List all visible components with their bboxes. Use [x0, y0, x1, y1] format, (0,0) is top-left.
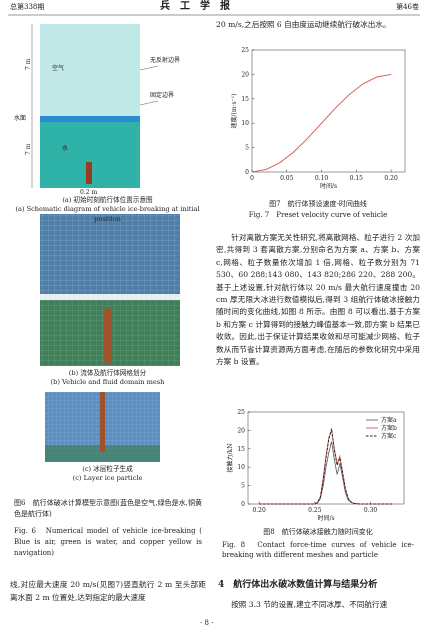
x-tick-label: 0.30 — [364, 507, 378, 514]
series-line — [259, 441, 393, 505]
y-tick-label: 25 — [241, 47, 249, 54]
water-mesh — [45, 445, 160, 462]
ice-gap — [40, 294, 180, 300]
vehicle — [86, 162, 92, 184]
body-text: 针对离散方案无关性研究,将离散网格、粒子进行 2 次加密,共得到 3 套离散方案… — [216, 233, 420, 367]
caption: (b) 流体及航行体网格划分 — [68, 369, 147, 377]
caption: (b) Vehicle and fluid domain mesh — [50, 378, 165, 386]
body-text: 线,对应最大速度 20 m/s(见图7)竖直航行 2 m 至头部距离水面 2 m… — [10, 580, 206, 602]
figure-caption: 图6 航行体破冰计算模型示意图(蓝色是空气,绿色是水,铜黄色是航行体) — [14, 499, 202, 518]
y-axis-label: 速度/(m·s⁻¹) — [230, 94, 238, 129]
series-line — [251, 73, 392, 173]
air-mesh — [40, 214, 180, 294]
vehicle-mesh — [104, 308, 112, 364]
x-tick-label: 0 — [250, 175, 254, 182]
label: 空气 — [52, 64, 64, 72]
x-tick-label: 0.25 — [308, 507, 322, 514]
x-axis-label: 时间/s — [320, 182, 337, 190]
figure-caption: Fig. 6 Numerical model of vehicle ice-br… — [14, 527, 202, 557]
page-number: · 8 · — [200, 619, 214, 627]
caption: (a) Schematic diagram of vehicle ice-bre… — [15, 205, 200, 223]
leader — [139, 100, 159, 106]
y-tick-label: 0 — [245, 169, 249, 176]
label: 无反射边界 — [150, 56, 180, 64]
y-tick-label: 10 — [241, 120, 249, 127]
series-line — [259, 428, 393, 505]
caption: (c) 冰层粒子生成 — [82, 465, 133, 473]
x-tick-label: 0.05 — [280, 175, 294, 182]
y-tick-label: 20 — [241, 71, 249, 78]
y-tick-label: 25 — [237, 409, 245, 416]
y-tick-label: 5 — [245, 145, 249, 152]
y-tick-label: 5 — [241, 483, 245, 490]
legend-label: 方案b — [381, 424, 397, 432]
issue: 总第338期 — [10, 3, 45, 11]
body-text: 20 m/s,之后按照 6 自由度运动继续航行破冰出水。 — [216, 20, 391, 29]
ice-layer — [40, 116, 140, 122]
y-tick-label: 10 — [237, 464, 245, 471]
y-axis-label: 接触力/kN — [226, 444, 234, 473]
label: 水面 — [14, 114, 26, 122]
plot-frame — [251, 49, 406, 173]
journal: 兵 工 学 报 — [160, 1, 230, 12]
figure-caption: Fig. 7 Preset velocity curve of vehicle — [248, 211, 388, 219]
label: 水 — [62, 144, 68, 152]
plot-frame — [247, 411, 405, 505]
section-heading: 4 航行体出水破冰数值计算与结果分析 — [218, 580, 378, 590]
y-tick-label: 15 — [237, 446, 245, 453]
air-region — [40, 24, 140, 116]
caption: (a) 初始时刻航行体位置示意图 — [62, 196, 153, 204]
vehicle-mesh — [100, 392, 105, 452]
x-tick-label: 0.15 — [350, 175, 364, 182]
volume: 第46卷 — [396, 3, 419, 11]
figure-caption: Fig. 8 Contact force-time curves of vehi… — [222, 541, 414, 559]
x-tick-label: 0.20 — [384, 175, 398, 182]
figure-caption: 图8 航行体破冰接触力随时间变化 — [263, 528, 373, 536]
legend-label: 方案c — [381, 432, 397, 440]
dimension-label: 0.2 m — [80, 189, 97, 196]
leader — [139, 65, 159, 71]
figure-caption: 图7 航行体预设速度-时间曲线 — [269, 200, 367, 208]
x-axis-label: 时间/s — [317, 514, 334, 522]
dimension-label: 7 m — [25, 143, 32, 155]
y-tick-label: 15 — [241, 96, 249, 103]
legend-label: 方案a — [381, 416, 397, 424]
x-tick-label: 0.10 — [315, 175, 329, 182]
x-tick-label: 0.20 — [252, 507, 266, 514]
label: 固定边界 — [150, 91, 174, 99]
y-tick-label: 0 — [241, 501, 245, 508]
y-tick-label: 20 — [237, 427, 245, 434]
dimension-label: 7 m — [25, 58, 32, 70]
body-text: 按照 3.3 节的设置,建立不同冰厚、不同航行速 — [231, 600, 388, 609]
caption: (c) Layer ice particle — [72, 474, 143, 482]
